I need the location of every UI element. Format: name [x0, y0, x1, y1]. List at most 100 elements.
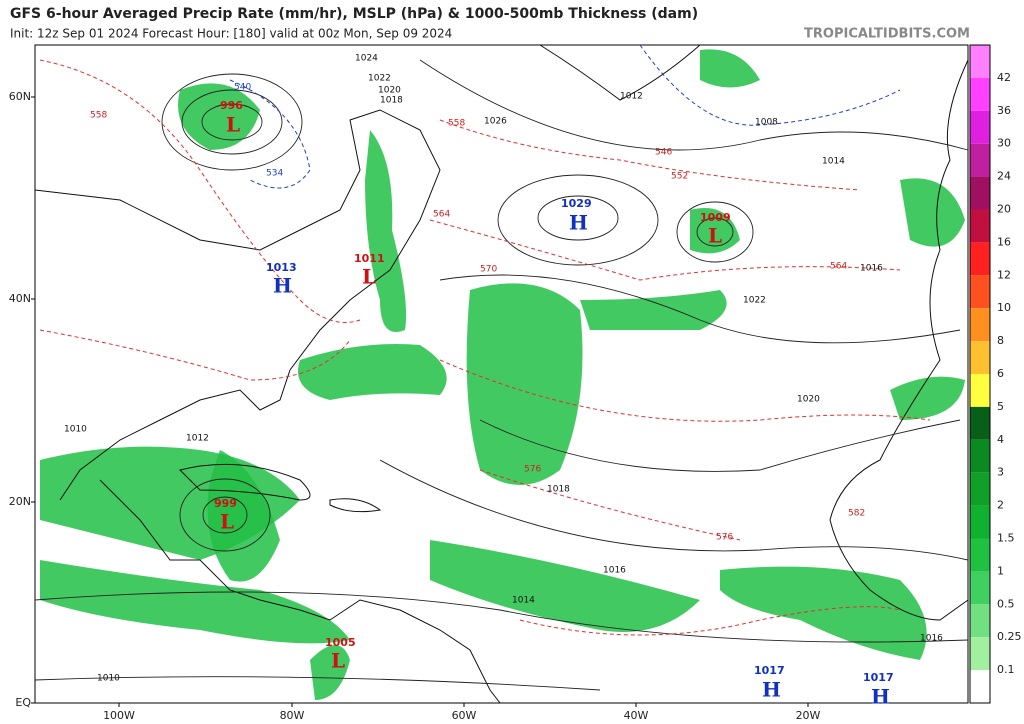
coastlines: [34, 44, 969, 704]
colorbar-cell: [970, 275, 990, 309]
center-pressure: 996: [220, 99, 243, 112]
subtitle: Init: 12z Sep 01 2024 Forecast Hour: [18…: [10, 27, 452, 41]
thickness-label: 558: [90, 111, 107, 121]
thickness-label: 552: [671, 172, 688, 182]
center-symbol: H: [762, 678, 781, 702]
isobar-label: 1020: [797, 395, 820, 405]
lon-label: 100W: [103, 709, 135, 722]
lon-label: 60W: [452, 709, 477, 722]
center-pressure: 1009: [700, 211, 731, 224]
center-pressure: 1017: [863, 671, 894, 684]
colorbar-cell: [970, 110, 990, 144]
colorbar-cell: [970, 406, 990, 440]
center-symbol: H: [273, 274, 292, 298]
colorbar-cell: [970, 439, 990, 473]
isobar-label: 1014: [512, 596, 535, 606]
isobar-label: 1012: [186, 434, 209, 444]
pressure-centers: 996 L 999 L 1005 L 1011 L 1009 L 1029 H …: [214, 99, 894, 709]
thickness-labels: 540 546 552 558 564 570 576 582 534 558 …: [90, 83, 865, 543]
center-symbol: L: [331, 649, 345, 673]
colorbar-cell: [970, 571, 990, 605]
lat-label: 60N: [9, 90, 31, 103]
thickness-label: 564: [433, 210, 450, 220]
colorbar-cell: [970, 143, 990, 177]
thickness: [39, 44, 931, 636]
colorbar-cell: [970, 670, 990, 703]
colorbar-cell: [970, 45, 990, 78]
center-symbol: H: [871, 685, 890, 709]
colorbar-cell: [970, 242, 990, 276]
colorbar-cell: [970, 604, 990, 638]
colorbar-cell: [970, 505, 990, 539]
center-symbol: L: [226, 113, 240, 137]
center-pressure: 1017: [754, 664, 785, 677]
colorbar-label: 10: [997, 301, 1011, 314]
colorbar-frame: [969, 44, 991, 704]
colorbar-cell: [970, 341, 990, 374]
colorbar-label: 20: [997, 203, 1011, 216]
colorbar-label: 30: [997, 137, 1011, 150]
center-symbol: L: [220, 510, 234, 534]
thickness-label: 546: [655, 148, 672, 158]
isobar-label: 1026: [484, 117, 507, 127]
title: GFS 6-hour Averaged Precip Rate (mm/hr),…: [10, 6, 698, 22]
center-pressure: 1029: [561, 197, 592, 210]
colorbar-label: 42: [997, 71, 1011, 84]
colorbar-label: 1.5: [997, 532, 1015, 545]
center-symbol: L: [708, 224, 722, 248]
isobar-labels: 1024 1022 1020 1018 1026 1012 1008 1014 …: [64, 54, 943, 684]
lat-label: 40N: [9, 292, 31, 305]
colorbar-label: 12: [997, 268, 1011, 281]
colorbar-label: 0.25: [997, 630, 1022, 643]
lat-label: 20N: [9, 495, 31, 508]
isobar-label: 1008: [755, 118, 778, 128]
colorbar-cell: [970, 374, 990, 407]
isobar-label: 1010: [97, 674, 120, 684]
thickness-label: 582: [848, 509, 865, 519]
thickness-label: 558: [448, 119, 465, 129]
center-pressure: 1011: [354, 252, 385, 265]
colorbar-cell: [970, 538, 990, 572]
colorbar-cell: [970, 637, 990, 671]
isobar-label: 1012: [620, 92, 643, 102]
isobars: [34, 59, 969, 691]
isobar-label: 1014: [822, 157, 845, 167]
center-symbol: L: [362, 265, 376, 289]
isobar-label: 1020: [378, 86, 401, 96]
isobar-label: 1010: [64, 425, 87, 435]
colorbar-label: 24: [997, 170, 1011, 183]
colorbar-label: 0.1: [997, 663, 1015, 676]
thickness-label: 534: [266, 169, 283, 179]
colorbar: 42 36 30 24 20 16 12 10 8 6 5 4 3 2 1.5 1 0.5 0.25 0.1: [969, 44, 1022, 704]
colorbar-cell: [970, 209, 990, 243]
colorbar-label: 8: [997, 334, 1004, 347]
isobar-label: 1024: [355, 54, 378, 64]
center-symbol: H: [569, 211, 588, 235]
colorbar-label: 2: [997, 499, 1004, 512]
colorbar-label: 16: [997, 235, 1011, 248]
colorbar-label: 6: [997, 367, 1004, 380]
thickness-label: 576: [716, 533, 733, 543]
thickness-label: 570: [480, 265, 497, 275]
colorbar-cell: [970, 77, 990, 111]
center-pressure: 1005: [325, 636, 356, 649]
colorbar-label: 5: [997, 400, 1004, 413]
map: 1024 1022 1020 1018 1026 1012 1008 1014 …: [34, 44, 969, 709]
colorbar-label: 36: [997, 104, 1011, 117]
colorbar-label: 4: [997, 433, 1004, 446]
isobar-label: 1016: [920, 634, 943, 644]
colorbar-label: 3: [997, 466, 1004, 479]
lon-label: 40W: [624, 709, 649, 722]
axes: 60N 40N 20N EQ 100W 80W 60W 40W 20W: [9, 90, 821, 722]
isobar-label: 1016: [603, 566, 626, 576]
colorbar-label: 0.5: [997, 597, 1015, 610]
isobar-label: 1022: [743, 296, 766, 306]
colorbar-label: 1: [997, 564, 1004, 577]
thickness-label: 564: [830, 262, 847, 272]
credit: TROPICALTIDBITS.COM: [804, 27, 970, 42]
lon-label: 80W: [280, 709, 305, 722]
colorbar-cell: [970, 176, 990, 210]
lon-label: 20W: [796, 709, 821, 722]
colorbar-cell: [970, 472, 990, 506]
